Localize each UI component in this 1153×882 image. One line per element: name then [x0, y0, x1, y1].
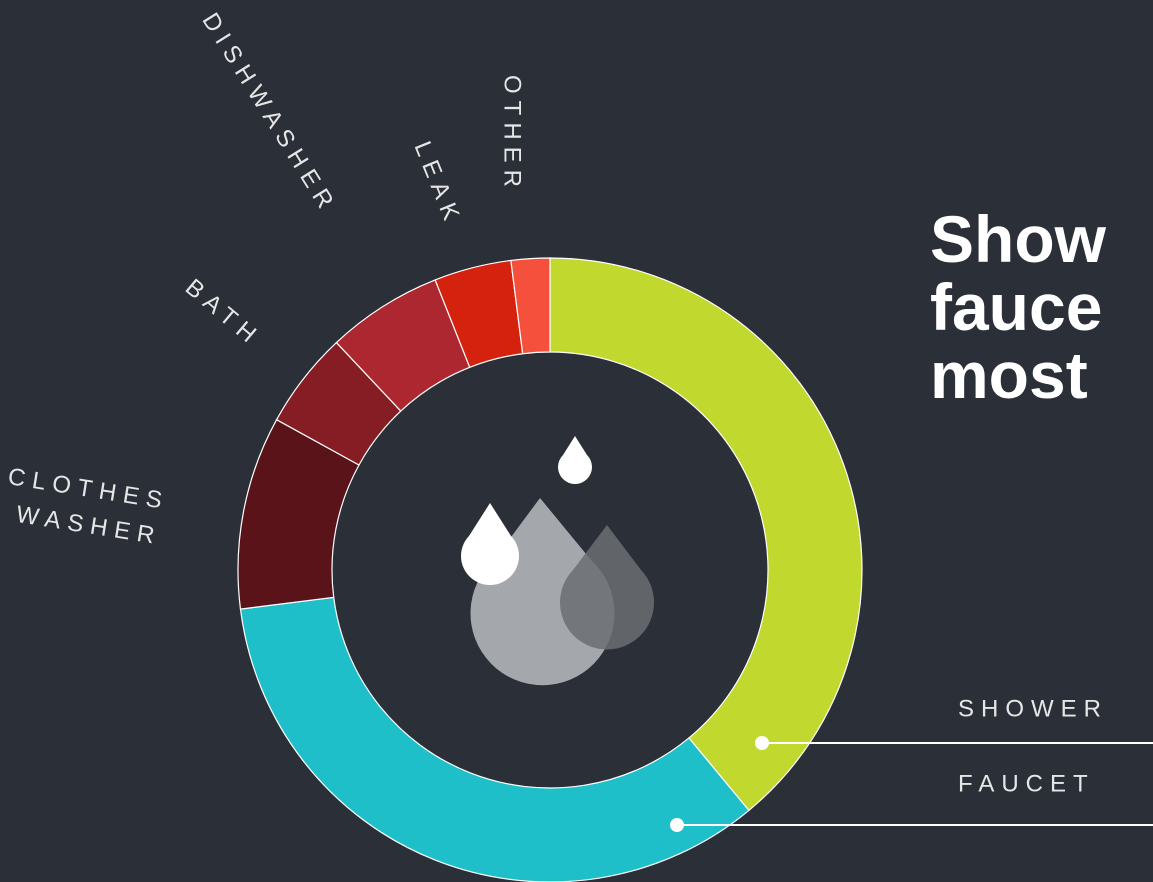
category-label: OTHER	[499, 75, 526, 194]
leader-dot	[670, 818, 684, 832]
title-line: most	[930, 338, 1088, 412]
category-label: SHOWER	[958, 695, 1108, 722]
donut-segment	[510, 257, 551, 355]
leader-dot	[755, 736, 769, 750]
title-line: fauce	[930, 270, 1102, 344]
donut-segment	[549, 257, 863, 812]
category-label: FAUCET	[958, 770, 1095, 797]
water-drops-icon	[461, 436, 654, 686]
title-line: Show	[930, 202, 1107, 276]
